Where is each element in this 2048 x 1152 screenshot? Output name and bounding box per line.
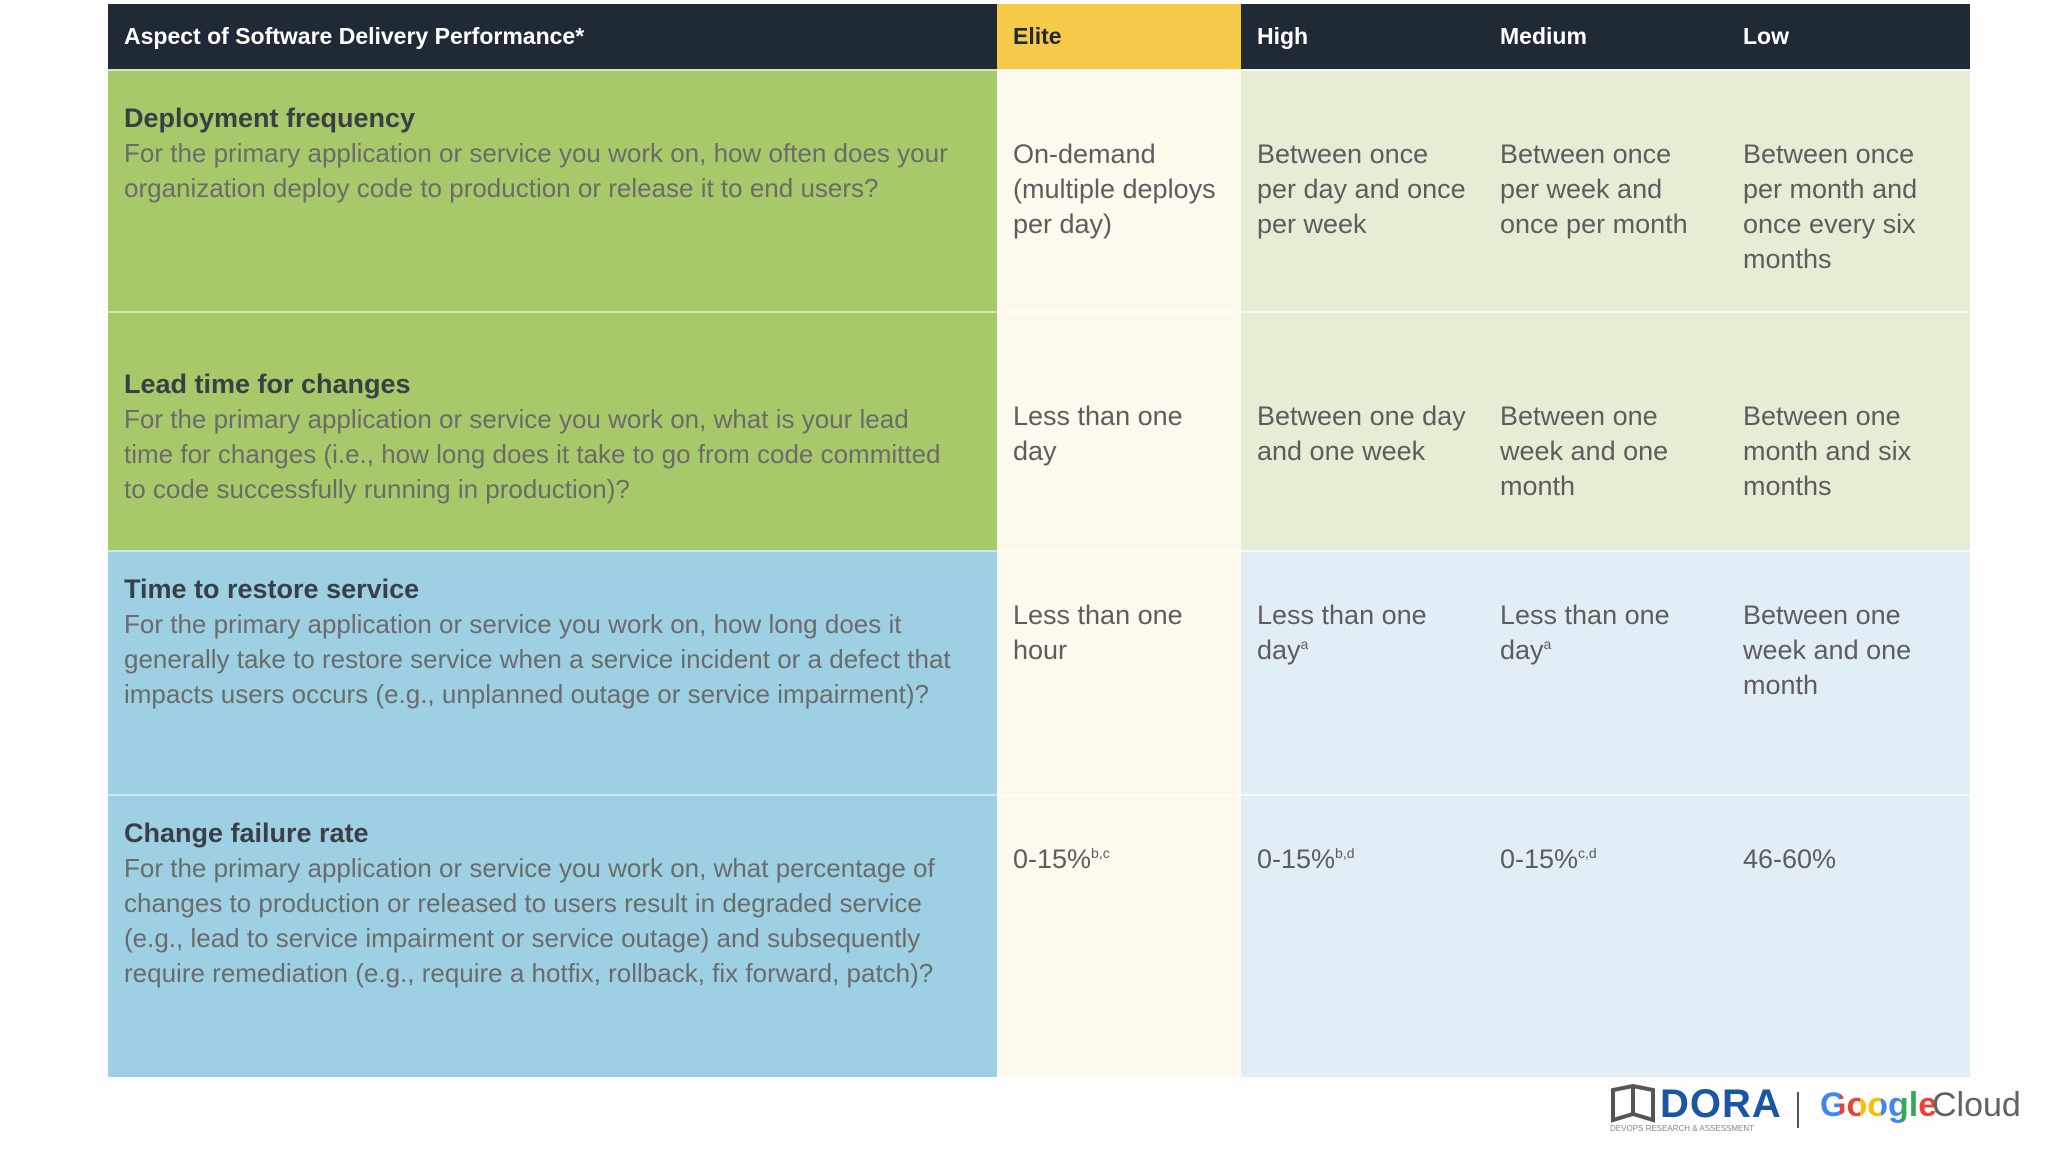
aspect-title: Lead time for changes [124,369,411,399]
value-text: 0-15% [1013,844,1092,874]
value-cell: Less than one hour [997,550,1241,794]
header-cell: Medium [1484,4,1727,69]
value-text: Between one day and one week [1257,401,1466,466]
header-cell: High [1241,4,1484,69]
value-cell: Less than one daya [1484,550,1727,794]
value-text: 46-60% [1743,844,1837,874]
value-text: Between one month and six months [1743,401,1912,501]
footnote-marker: c,d [1578,845,1597,861]
value-cell: 0-15%b,c [997,794,1241,1077]
aspect-description: For the primary application or service y… [124,138,948,203]
value-text: 0-15% [1500,844,1579,874]
value-cell: On-demand (multiple deploys per day) [997,69,1241,311]
value-cell: Less than one day [997,311,1241,550]
value-cell: 0-15%c,d [1484,794,1727,1077]
google-logo: Google [1820,1086,1938,1124]
value-cell: Between once per week and once per month [1484,69,1727,311]
aspect-title: Change failure rate [124,818,369,848]
aspect-cell: Lead time for changes For the primary app… [108,311,997,550]
dora-icon [1610,1083,1670,1126]
value-cell: Less than one daya [1241,550,1484,794]
divider [1797,1092,1799,1128]
value-cell: 46-60% [1727,794,1970,1077]
footnote-marker: b,c [1091,845,1110,861]
value-cell: Between one day and one week [1241,311,1484,550]
value-cell: Between once per day and once per week [1241,69,1484,311]
aspect-cell: Time to restore service For the primary a… [108,550,997,794]
aspect-description: For the primary application or service y… [124,609,951,709]
cloud-text: Cloud [1932,1086,2021,1124]
value-text: 0-15% [1257,844,1336,874]
value-cell: Between one week and one month [1484,311,1727,550]
aspect-cell: Deployment frequency For the primary appl… [108,69,997,311]
value-cell: 0-15%b,d [1241,794,1484,1077]
value-text: Between once per day and once per week [1257,139,1466,239]
footnote-marker: a [1543,636,1552,652]
value-text: On-demand (multiple deploys per day) [1013,139,1216,239]
header-cell: Low [1727,4,1970,69]
aspect-description: For the primary application or service y… [124,404,941,504]
header-cell: Aspect of Software Delivery Performance* [108,4,997,69]
value-text: Less than one day [1500,600,1670,665]
value-cell: Between once per month and once every si… [1727,69,1970,311]
value-text: Between one week and one month [1500,401,1669,501]
value-text: Between once per week and once per month [1500,139,1688,239]
aspect-title: Deployment frequency [124,103,416,133]
value-text: Less than one day [1257,600,1427,665]
value-cell: Between one month and six months [1727,311,1970,550]
dora-logo: DORA [1660,1082,1782,1126]
value-text: Less than one day [1013,401,1183,466]
value-text: Between once per month and once every si… [1743,139,1918,274]
value-text: Between one week and one month [1743,600,1912,700]
aspect-title: Time to restore service [124,574,420,604]
aspect-cell: Change failure rate For the primary appli… [108,794,997,1077]
value-text: Less than one hour [1013,600,1183,665]
footnote-marker: b,d [1335,845,1355,861]
value-cell: Between one week and one month [1727,550,1970,794]
header-cell: Elite [997,4,1241,69]
dora-tagline: DEVOPS RESEARCH & ASSESSMENT [1610,1124,1755,1133]
footnote-marker: a [1300,636,1309,652]
aspect-description: For the primary application or service y… [124,853,935,988]
